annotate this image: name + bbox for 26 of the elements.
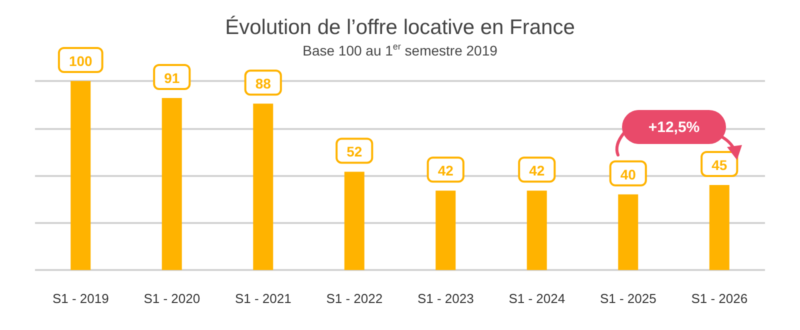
chart-title: Évolution de l’offre locative en France bbox=[225, 15, 575, 39]
x-tick-label: S1 - 2026 bbox=[691, 291, 748, 306]
bar bbox=[526, 190, 547, 270]
x-tick-label: S1 - 2020 bbox=[144, 291, 200, 306]
data-label: 45 bbox=[712, 156, 728, 173]
x-tick-label: S1 - 2025 bbox=[600, 291, 656, 306]
data-label: 88 bbox=[255, 76, 272, 92]
annotation: +12,5% bbox=[648, 119, 700, 136]
bar bbox=[70, 81, 91, 270]
data-label: 100 bbox=[68, 53, 93, 69]
data-label: 40 bbox=[620, 166, 636, 182]
data-label: 91 bbox=[164, 70, 180, 86]
data-label: 42 bbox=[438, 162, 454, 179]
x-tick-label: S1 - 2024 bbox=[508, 291, 566, 306]
x-tick-label: S1 - 2019 bbox=[52, 291, 109, 306]
bar bbox=[618, 194, 638, 270]
x-tick-label: S1 - 2022 bbox=[326, 291, 383, 306]
bar bbox=[709, 184, 730, 270]
x-tick-label: S1 - 2021 bbox=[234, 291, 292, 306]
bar bbox=[162, 98, 182, 270]
data-label: 52 bbox=[346, 144, 362, 160]
bar bbox=[344, 172, 364, 270]
bar bbox=[253, 104, 274, 270]
x-tick-label: S1 - 2023 bbox=[417, 291, 474, 306]
data-label: 42 bbox=[529, 162, 545, 179]
bar bbox=[436, 190, 456, 270]
